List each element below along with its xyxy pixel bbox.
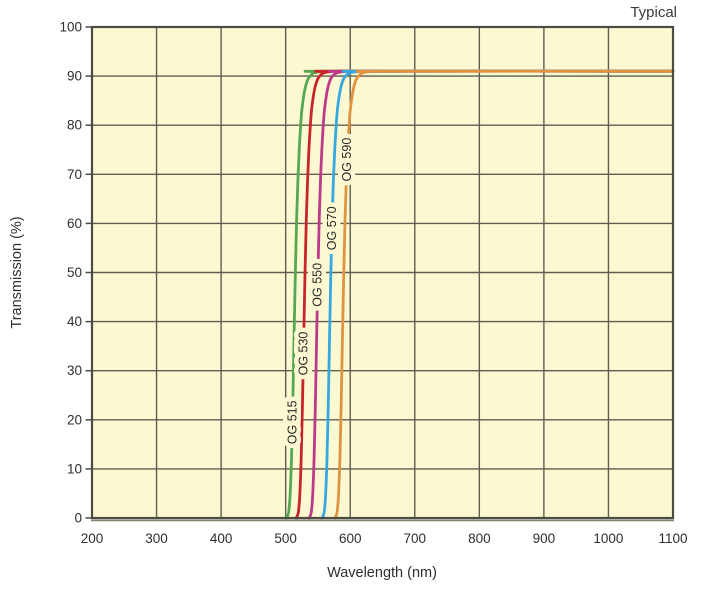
curve-label-og-515: OG 515 [285,400,299,444]
curve-label-og-570: OG 570 [325,206,339,250]
y-tick-label: 70 [67,167,82,182]
x-tick-label: 800 [468,531,491,546]
curve-label-og-530: OG 530 [296,332,310,376]
y-tick-label: 80 [67,118,82,133]
x-tick-label: 1000 [593,531,623,546]
curve-og-570 [320,69,675,520]
y-axis-title: Transmission (%) [9,216,25,328]
grid-layer [92,27,673,518]
curve-label-og-550: OG 550 [311,263,325,307]
curves-layer [284,69,675,520]
curve-label-og-590: OG 590 [340,138,354,182]
y-tick-label: 0 [74,511,82,526]
x-tick-label: 1100 [658,531,687,546]
y-tick-label: 50 [67,265,82,280]
curve-og-590 [333,69,675,520]
x-tick-label: 200 [81,531,104,546]
y-tick-label: 100 [59,20,82,35]
y-tick-label: 40 [67,314,82,329]
x-tick-label: 500 [274,531,297,546]
x-tick-label: 300 [145,531,168,546]
chart-title: Typical [630,4,677,21]
y-tick-label: 20 [67,412,82,427]
plot-border [90,25,675,520]
axes-layer: 0 10 20 30 40 50 60 70 80 90 100 200 300 400 500 600 700… [59,20,687,547]
y-tick-label: 90 [67,69,82,84]
y-tick-label: 60 [67,216,82,231]
x-tick-label: 900 [533,531,556,546]
y-tick-label: 30 [67,363,82,378]
x-tick-label: 700 [404,531,427,546]
x-tick-label: 400 [210,531,233,546]
x-axis-title: Wavelength (nm) [327,565,437,581]
x-tick-label: 600 [339,531,362,546]
y-tick-label: 10 [67,461,82,476]
